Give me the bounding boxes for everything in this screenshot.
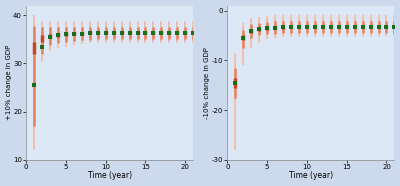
Y-axis label: -10% change in GDP: -10% change in GDP bbox=[204, 47, 210, 119]
X-axis label: Time (year): Time (year) bbox=[88, 171, 132, 180]
Y-axis label: +10% change in GDP: +10% change in GDP bbox=[6, 45, 12, 120]
X-axis label: Time (year): Time (year) bbox=[289, 171, 333, 180]
